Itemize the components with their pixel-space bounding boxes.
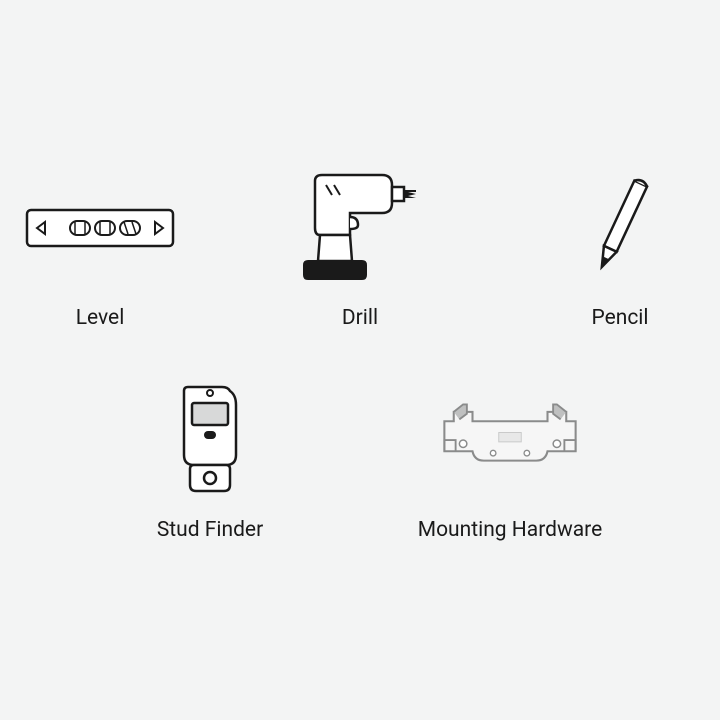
- drill-label: Drill: [342, 306, 378, 330]
- item-mounting-hardware: Mounting Hardware: [425, 390, 595, 542]
- drill-icon: [285, 178, 435, 278]
- item-stud-finder: Stud Finder: [125, 390, 295, 542]
- item-pencil: Pencil: [535, 178, 705, 330]
- level-icon: [25, 178, 175, 278]
- mounting-hardware-label: Mounting Hardware: [418, 518, 603, 542]
- stud-finder-label: Stud Finder: [157, 518, 263, 542]
- pencil-label: Pencil: [591, 306, 648, 330]
- item-level: Level: [15, 178, 185, 330]
- item-drill: Drill: [275, 178, 445, 330]
- level-label: Level: [76, 306, 125, 330]
- top-row: Level Drill: [15, 178, 705, 330]
- pencil-icon: [545, 178, 695, 278]
- bottom-row: Stud Finder Mounting Hardware: [125, 390, 595, 542]
- stud-finder-icon: [135, 390, 285, 490]
- mounting-hardware-icon: [435, 390, 585, 490]
